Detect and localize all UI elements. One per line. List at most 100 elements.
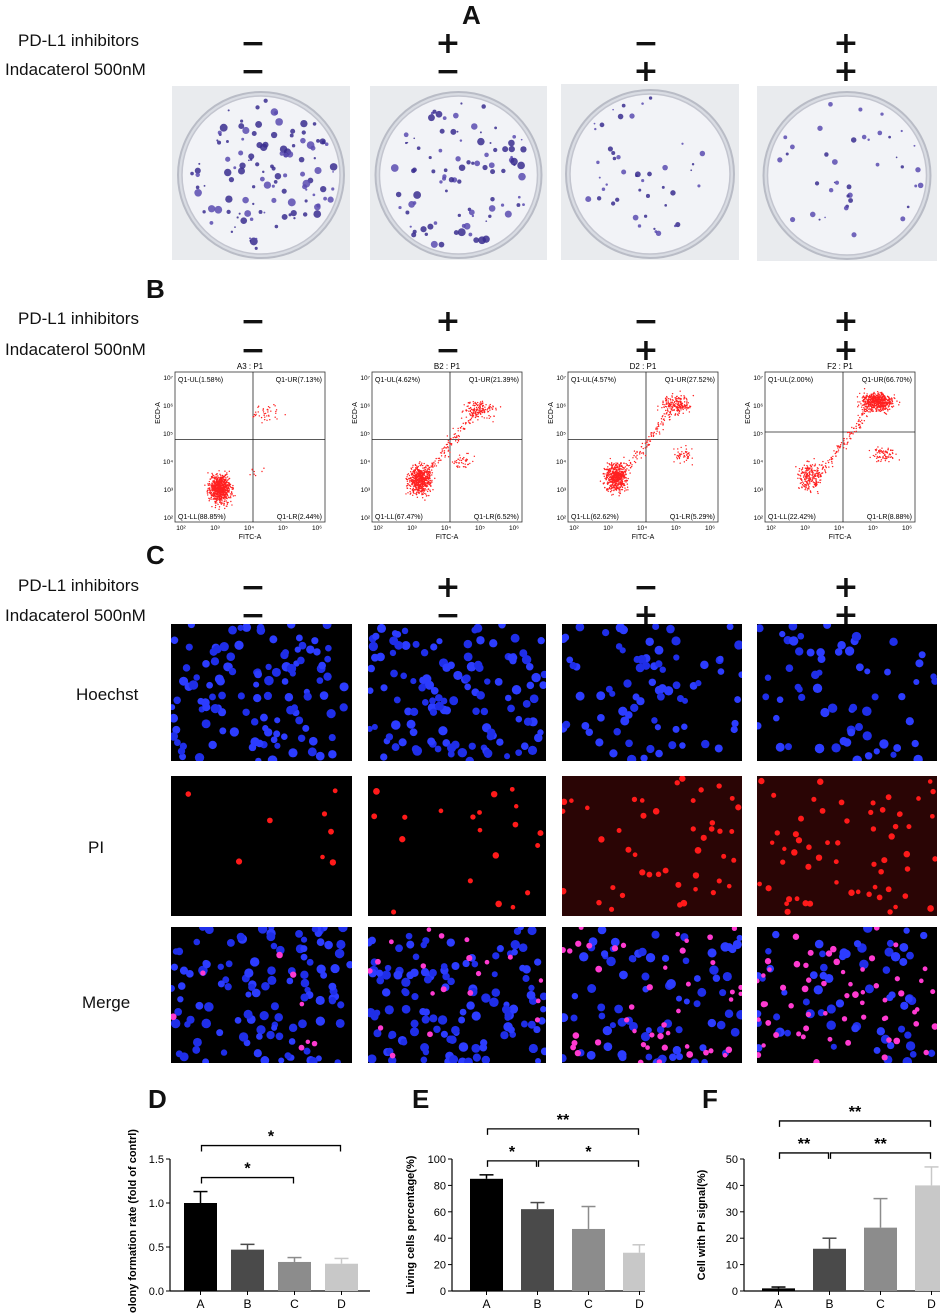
flow-event-dot (445, 447, 447, 449)
nucleus (324, 655, 332, 663)
nucleus (724, 1009, 734, 1019)
nucleus (540, 1047, 546, 1056)
nucleus (391, 630, 399, 637)
nucleus (809, 971, 818, 979)
flow-event-dot (809, 478, 812, 480)
nucleus (884, 947, 894, 957)
flow-event-dot (412, 494, 414, 496)
flow-y-tick: 10⁶ (360, 403, 370, 410)
flow-event-dot (232, 487, 234, 489)
flow-event-dot (621, 475, 623, 478)
nucleus (526, 681, 535, 690)
flow-event-dot (417, 484, 419, 487)
flow-event-dot (671, 392, 674, 395)
flow-event-dot (479, 404, 481, 406)
pi-positive-cell (640, 1042, 647, 1048)
flow-event-dot (605, 479, 607, 481)
flow-event-dot (230, 500, 232, 503)
nucleus (472, 707, 480, 715)
nucleus (614, 1004, 623, 1014)
flow-event-dot (218, 491, 220, 493)
flow-event-dot (616, 467, 619, 469)
flow-event-dot (223, 502, 225, 505)
flow-event-dot (812, 472, 814, 475)
quadrant-label-ul: Q1-UL(1.58%) (178, 377, 223, 384)
nucleus (436, 638, 443, 645)
colony-spot (494, 126, 498, 130)
colony-spot (225, 156, 231, 162)
flow-event-dot (449, 443, 452, 445)
flow-event-dot (476, 401, 479, 404)
flow-event-dot (469, 407, 471, 410)
colony-spot (824, 152, 829, 157)
flow-event-dot (261, 422, 263, 424)
flow-event-dot (678, 412, 680, 414)
pi-positive-cell (722, 1052, 728, 1058)
flow-event-dot (495, 409, 497, 411)
nucleus (389, 649, 397, 657)
nucleus (471, 1011, 481, 1021)
colony-spot (846, 184, 852, 190)
flow-event-dot (686, 402, 688, 404)
pi-positive-cell (726, 883, 732, 889)
colony-spot (489, 141, 492, 144)
nucleus (581, 721, 590, 730)
flow-event-dot (224, 478, 227, 481)
nucleus (491, 988, 501, 997)
flow-event-dot (665, 403, 667, 406)
flow-event-dot (683, 461, 686, 463)
quadrant-label-ll: Q1-LL(62.62%) (571, 514, 619, 521)
colony-spot (274, 224, 279, 229)
nucleus (480, 707, 489, 716)
nucleus (380, 753, 388, 761)
flow-event-dot (617, 483, 620, 485)
flow-event-dot (407, 492, 409, 494)
merge-micrograph (171, 927, 352, 1063)
flow-event-dot (621, 477, 623, 479)
nucleus (533, 1025, 541, 1034)
flow-event-dot (617, 486, 619, 488)
flow-event-dot (666, 397, 668, 399)
colony-spot (643, 214, 648, 218)
flow-event-dot (211, 498, 213, 500)
nucleus (188, 680, 199, 690)
colony-spot (279, 151, 285, 156)
flow-event-dot (617, 480, 619, 483)
flow-event-dot (462, 466, 465, 468)
nucleus (266, 1030, 275, 1040)
flow-event-dot (867, 399, 869, 402)
flow-event-dot (613, 462, 615, 465)
hoechst-micrograph (562, 624, 742, 761)
flow-event-dot (209, 498, 211, 500)
flow-event-dot (872, 396, 875, 398)
nucleus (627, 754, 637, 761)
flow-event-dot (618, 476, 621, 478)
flow-event-dot (850, 438, 852, 440)
flow-y-tick: 10⁴ (163, 459, 173, 466)
flow-event-dot (418, 487, 420, 490)
colony-spot (281, 213, 288, 220)
flow-event-dot (679, 405, 682, 408)
flow-event-dot (429, 477, 431, 480)
flow-event-dot (877, 407, 879, 409)
flow-event-dot (830, 457, 832, 459)
flow-event-dot (803, 475, 805, 477)
nucleus (600, 950, 609, 958)
flow-event-dot (213, 476, 216, 478)
nucleus (731, 719, 739, 728)
flow-event-dot (881, 391, 883, 394)
flow-event-dot (883, 411, 886, 414)
colony-spot (647, 171, 652, 177)
flow-event-dot (231, 494, 233, 496)
flow-event-dot (470, 411, 473, 414)
flow-event-dot (807, 467, 809, 469)
flow-event-dot (457, 458, 459, 460)
flow-event-dot (678, 406, 680, 409)
row-label-merge: Merge (82, 993, 131, 1012)
flow-event-dot (422, 490, 424, 492)
nucleus (504, 753, 511, 760)
nucleus (373, 1009, 381, 1017)
flow-event-dot (619, 478, 622, 480)
flow-event-dot (887, 406, 889, 408)
